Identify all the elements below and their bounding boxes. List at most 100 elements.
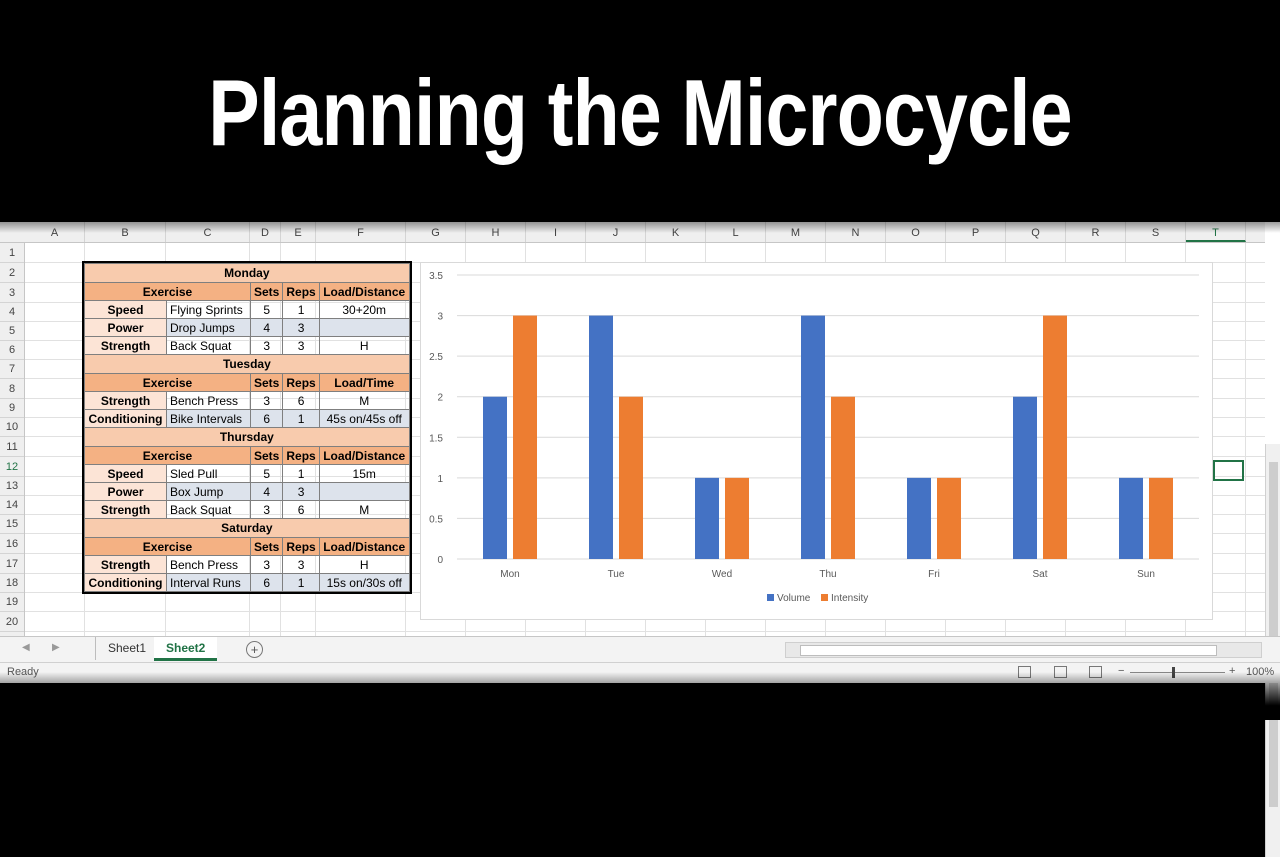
header-sets[interactable]: Sets: [249, 373, 284, 392]
tab-scroll-right-icon[interactable]: ▶: [52, 642, 60, 653]
exercise-sets[interactable]: 6: [249, 409, 284, 428]
exercise-sets[interactable]: 3: [249, 391, 284, 410]
row-header-1[interactable]: 1: [0, 243, 24, 263]
exercise-load[interactable]: 15m: [318, 464, 410, 483]
row-header-14[interactable]: 14: [0, 496, 24, 515]
row-header-20[interactable]: 20: [0, 612, 24, 632]
exercise-reps[interactable]: 6: [282, 500, 320, 519]
header-load[interactable]: Load/Distance: [318, 537, 410, 556]
exercise-load[interactable]: M: [318, 500, 410, 519]
exercise-sets[interactable]: 3: [249, 500, 284, 519]
exercise-name[interactable]: Bench Press: [166, 391, 251, 410]
exercise-category[interactable]: Strength: [84, 336, 167, 355]
header-exercise[interactable]: Exercise: [84, 537, 251, 556]
exercise-reps[interactable]: 6: [282, 391, 320, 410]
tab-scroll-left-icon[interactable]: ◀: [22, 642, 30, 653]
exercise-sets[interactable]: 4: [249, 318, 284, 337]
row-header-11[interactable]: 11: [0, 437, 24, 457]
exercise-category[interactable]: Speed: [84, 300, 167, 319]
row-header-8[interactable]: 8: [0, 379, 24, 399]
row-header-2[interactable]: 2: [0, 263, 24, 283]
exercise-name[interactable]: Bike Intervals: [166, 409, 251, 428]
header-reps[interactable]: Reps: [282, 373, 320, 392]
exercise-reps[interactable]: 1: [282, 409, 320, 428]
day-title[interactable]: Saturday: [84, 518, 410, 538]
header-exercise[interactable]: Exercise: [84, 373, 251, 392]
vertical-scroll-thumb[interactable]: [1269, 462, 1278, 807]
exercise-reps[interactable]: 3: [282, 318, 320, 337]
row-header-19[interactable]: 19: [0, 593, 24, 612]
exercise-load[interactable]: 30+20m: [318, 300, 410, 319]
header-load[interactable]: Load/Time: [318, 373, 410, 392]
exercise-category[interactable]: Conditioning: [84, 409, 167, 428]
exercise-name[interactable]: Sled Pull: [166, 464, 251, 483]
header-sets[interactable]: Sets: [249, 537, 284, 556]
microcycle-chart[interactable]: 0 0.5 1 1.5 2 2.5 3 3.5 Mon Tue Wed Thu Fri Sat Sun Vol…: [420, 262, 1213, 620]
horizontal-scrollbar[interactable]: [785, 642, 1262, 658]
exercise-name[interactable]: Back Squat: [166, 500, 251, 519]
row-header-10[interactable]: 10: [0, 418, 24, 437]
zoom-in-icon[interactable]: +: [1229, 665, 1236, 677]
exercise-reps[interactable]: 1: [282, 573, 320, 592]
exercise-category[interactable]: Power: [84, 482, 167, 501]
header-sets[interactable]: Sets: [249, 446, 284, 465]
row-header-17[interactable]: 17: [0, 554, 24, 574]
exercise-reps[interactable]: 3: [282, 555, 320, 574]
exercise-reps[interactable]: 3: [282, 482, 320, 501]
row-header-7[interactable]: 7: [0, 360, 24, 379]
exercise-category[interactable]: Conditioning: [84, 573, 167, 592]
row-header-6[interactable]: 6: [0, 341, 24, 360]
header-reps[interactable]: Reps: [282, 537, 320, 556]
day-title[interactable]: Tuesday: [84, 354, 410, 374]
exercise-category[interactable]: Strength: [84, 555, 167, 574]
header-sets[interactable]: Sets: [249, 282, 284, 301]
day-title[interactable]: Monday: [84, 263, 410, 283]
exercise-name[interactable]: Interval Runs: [166, 573, 251, 592]
zoom-out-icon[interactable]: −: [1118, 665, 1125, 677]
exercise-load[interactable]: [318, 482, 410, 501]
exercise-sets[interactable]: 3: [249, 336, 284, 355]
exercise-sets[interactable]: 3: [249, 555, 284, 574]
exercise-load[interactable]: H: [318, 336, 410, 355]
row-header-5[interactable]: 5: [0, 322, 24, 341]
exercise-name[interactable]: Back Squat: [166, 336, 251, 355]
exercise-name[interactable]: Box Jump: [166, 482, 251, 501]
header-reps[interactable]: Reps: [282, 446, 320, 465]
exercise-load[interactable]: 45s on/45s off: [318, 409, 410, 428]
exercise-sets[interactable]: 4: [249, 482, 284, 501]
exercise-category[interactable]: Power: [84, 318, 167, 337]
tab-sheet1[interactable]: Sheet1: [95, 637, 160, 660]
active-cell-selection[interactable]: [1213, 460, 1244, 481]
exercise-name[interactable]: Drop Jumps: [166, 318, 251, 337]
exercise-name[interactable]: Flying Sprints: [166, 300, 251, 319]
header-load[interactable]: Load/Distance: [318, 446, 410, 465]
exercise-sets[interactable]: 5: [249, 464, 284, 483]
tab-sheet2[interactable]: Sheet2: [154, 637, 218, 661]
header-exercise[interactable]: Exercise: [84, 446, 251, 465]
row-header-13[interactable]: 13: [0, 477, 24, 496]
exercise-reps[interactable]: 3: [282, 336, 320, 355]
exercise-name[interactable]: Bench Press: [166, 555, 251, 574]
row-header-18[interactable]: 18: [0, 574, 24, 593]
row-header-9[interactable]: 9: [0, 399, 24, 418]
row-header-3[interactable]: 3: [0, 283, 24, 303]
exercise-reps[interactable]: 1: [282, 300, 320, 319]
row-header-15[interactable]: 15: [0, 515, 24, 534]
exercise-sets[interactable]: 5: [249, 300, 284, 319]
day-title[interactable]: Thursday: [84, 427, 410, 447]
exercise-category[interactable]: Speed: [84, 464, 167, 483]
exercise-load[interactable]: [318, 318, 410, 337]
exercise-category[interactable]: Strength: [84, 391, 167, 410]
header-exercise[interactable]: Exercise: [84, 282, 251, 301]
header-load[interactable]: Load/Distance: [318, 282, 410, 301]
exercise-load[interactable]: 15s on/30s off: [318, 573, 410, 592]
exercise-reps[interactable]: 1: [282, 464, 320, 483]
row-header-4[interactable]: 4: [0, 303, 24, 322]
exercise-category[interactable]: Strength: [84, 500, 167, 519]
horizontal-scroll-thumb[interactable]: [800, 645, 1217, 656]
add-sheet-icon[interactable]: +: [246, 641, 263, 658]
exercise-load[interactable]: M: [318, 391, 410, 410]
row-header-12[interactable]: 12: [0, 457, 24, 477]
exercise-sets[interactable]: 6: [249, 573, 284, 592]
row-header-16[interactable]: 16: [0, 534, 24, 554]
